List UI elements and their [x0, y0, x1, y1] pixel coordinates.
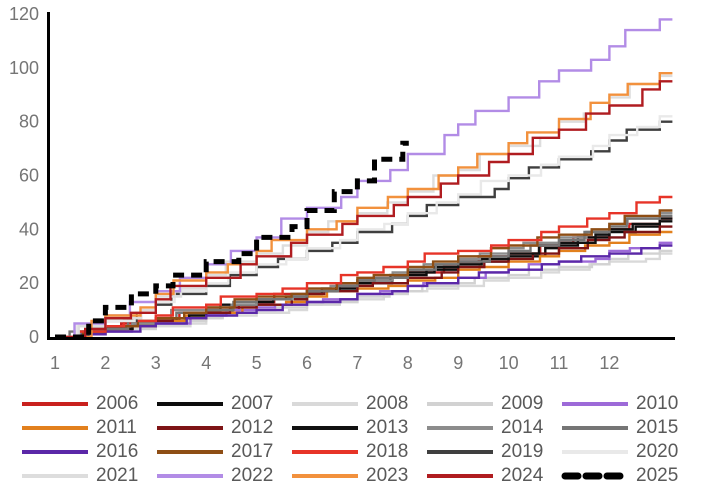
- legend-swatch-2025: [561, 472, 629, 480]
- legend-label-2006: 2006: [96, 393, 139, 414]
- legend-label-2018: 2018: [366, 441, 409, 462]
- legend-label-2017: 2017: [231, 441, 274, 462]
- legend-label-2007: 2007: [231, 393, 274, 414]
- legend-item-2024: 2024: [425, 464, 560, 488]
- legend-item-2022: 2022: [155, 464, 290, 488]
- chart-legend: 2006 2007 2008 2009 2010 2011 2012 2013 2014 2015…: [0, 382, 703, 492]
- legend-swatch-2024: [427, 474, 493, 478]
- legend-swatch-2021: [22, 474, 88, 478]
- legend-label-2019: 2019: [501, 441, 544, 462]
- series-line-2021: [55, 74, 673, 339]
- y-tick-label: 100: [9, 58, 39, 78]
- y-tick-label: 80: [19, 112, 39, 132]
- series-line-2024: [55, 80, 673, 339]
- legend-swatch-2014: [427, 426, 493, 430]
- legend-label-2025: 2025: [636, 465, 679, 486]
- legend-label-2013: 2013: [366, 417, 409, 438]
- legend-swatch-2015: [562, 426, 628, 430]
- legend-label-2011: 2011: [96, 417, 137, 438]
- legend-label-2012: 2012: [231, 417, 274, 438]
- legend-item-2007: 2007: [155, 392, 290, 416]
- legend-item-2017: 2017: [155, 440, 290, 464]
- legend-label-2022: 2022: [231, 465, 274, 486]
- legend-label-2020: 2020: [636, 441, 679, 462]
- legend-swatch-2020: [562, 450, 628, 454]
- x-tick-label: 5: [252, 353, 262, 373]
- legend-item-2018: 2018: [290, 440, 425, 464]
- legend-label-2008: 2008: [366, 393, 409, 414]
- series-line-2020: [55, 115, 673, 339]
- legend-swatch-2016: [22, 450, 88, 454]
- legend-item-2015: 2015: [560, 416, 695, 440]
- x-tick-label: 2: [100, 353, 110, 373]
- x-tick-label: 10: [499, 353, 519, 373]
- x-tick-label: 3: [151, 353, 161, 373]
- legend-item-2011: 2011: [20, 416, 155, 440]
- series-line-2012: [55, 225, 673, 339]
- legend-label-2010: 2010: [636, 393, 679, 414]
- legend-label-2024: 2024: [501, 465, 544, 486]
- plot-area: 0 20 40 60 80 100 120 1 2 3 4 5 6 7 8 9 10 11 12: [9, 4, 675, 373]
- y-tick-label: 40: [19, 219, 39, 239]
- y-tick-label: 0: [29, 327, 39, 347]
- series-line-2008: [55, 252, 673, 339]
- x-tick-label: 12: [599, 353, 619, 373]
- y-tick-label: 20: [19, 273, 39, 293]
- legend-label-2014: 2014: [501, 417, 544, 438]
- legend-label-2023: 2023: [366, 465, 409, 486]
- legend-item-2021: 2021: [20, 464, 155, 488]
- series-line-2017: [55, 209, 673, 339]
- series-line-2018: [55, 195, 673, 339]
- legend-swatch-2009: [427, 402, 493, 406]
- legend-item-2014: 2014: [425, 416, 560, 440]
- legend-item-2019: 2019: [425, 440, 560, 464]
- legend-swatch-2006: [22, 402, 88, 406]
- x-tick-label: 8: [403, 353, 413, 373]
- legend-swatch-2017: [157, 450, 223, 454]
- legend-swatch-2018: [292, 450, 358, 454]
- legend-label-2015: 2015: [636, 417, 679, 438]
- series-line-2025: [55, 140, 409, 340]
- legend-swatch-2010: [562, 402, 628, 406]
- y-tick-label: 60: [19, 166, 39, 186]
- legend-item-2006: 2006: [20, 392, 155, 416]
- series-line-2019: [55, 120, 673, 339]
- legend-item-2025: 2025: [560, 464, 695, 488]
- x-tick-label: 9: [453, 353, 463, 373]
- legend-item-2009: 2009: [425, 392, 560, 416]
- legend-item-2012: 2012: [155, 416, 290, 440]
- legend-item-2008: 2008: [290, 392, 425, 416]
- series-line-2016: [55, 244, 673, 339]
- x-tick-label: 1: [50, 353, 60, 373]
- x-tick-label: 7: [352, 353, 362, 373]
- series-line-2007: [55, 220, 673, 339]
- legend-item-2023: 2023: [290, 464, 425, 488]
- y-tick-label: 120: [9, 4, 39, 24]
- legend-label-2016: 2016: [96, 441, 139, 462]
- legend-swatch-2019: [427, 450, 493, 454]
- legend-swatch-2023: [292, 474, 358, 478]
- legend-label-2021: 2021: [96, 465, 139, 486]
- legend-item-2016: 2016: [20, 440, 155, 464]
- x-tick-label: 4: [201, 353, 211, 373]
- legend-label-2009: 2009: [501, 393, 544, 414]
- legend-item-2010: 2010: [560, 392, 695, 416]
- legend-item-2013: 2013: [290, 416, 425, 440]
- legend-item-2020: 2020: [560, 440, 695, 464]
- legend-swatch-2022: [157, 474, 223, 478]
- legend-swatch-2007: [157, 402, 223, 406]
- x-tick-label: 6: [302, 353, 312, 373]
- legend-swatch-2013: [292, 426, 358, 430]
- legend-swatch-2012: [157, 426, 223, 430]
- legend-swatch-2008: [292, 402, 358, 406]
- x-tick-label: 11: [550, 353, 569, 373]
- legend-swatch-2011: [22, 426, 88, 430]
